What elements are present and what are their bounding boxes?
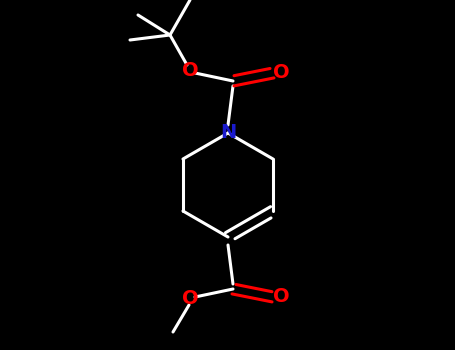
Text: O: O bbox=[182, 289, 198, 308]
Text: O: O bbox=[273, 63, 289, 83]
Text: N: N bbox=[220, 124, 236, 142]
Text: O: O bbox=[273, 287, 289, 307]
Text: O: O bbox=[182, 62, 198, 80]
